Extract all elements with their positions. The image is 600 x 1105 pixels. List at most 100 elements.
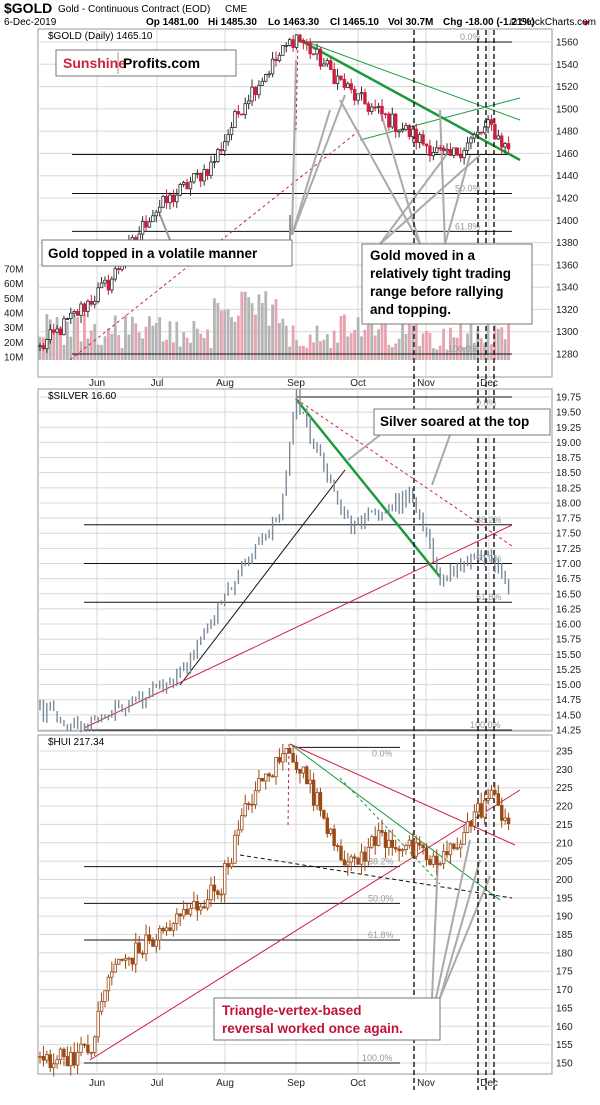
gold-volume-bar (250, 303, 254, 360)
hui-candle-body (370, 836, 374, 848)
gold-candle-body (192, 173, 196, 183)
gold-candle-body (421, 134, 425, 145)
silver-y-tick: 14.25 (556, 726, 581, 737)
gold-candle-body (161, 195, 165, 208)
gold-candle-body (366, 103, 371, 112)
gold-candle-body (116, 268, 121, 271)
gold-volume-bar (339, 315, 343, 360)
silver-panel (37, 388, 553, 732)
hui-red-support-line (89, 789, 521, 1061)
hui-candle-body (106, 976, 111, 992)
hui-candle-body (431, 855, 436, 865)
hui-candle-body (151, 940, 155, 947)
hui-month-label: Sep (287, 1078, 305, 1089)
hui-candle-body (86, 1044, 90, 1053)
sunshine-profits-logo: Sunshine Profits.com (55, 49, 237, 77)
hui-candle-body (465, 821, 470, 833)
hui-candle-body (458, 843, 463, 849)
gold-volume-bar (96, 344, 100, 360)
gold-volume-bar (462, 346, 466, 360)
hui-month-label: Oct (350, 1078, 366, 1089)
gold-volume-bar (418, 346, 422, 360)
hui-candle-body (226, 863, 230, 868)
gold-candle-body (435, 147, 439, 153)
gold-candle-body (476, 131, 480, 136)
gold-candle-body (205, 169, 210, 176)
silver-y-tick: 15.50 (556, 650, 581, 661)
gold-candle-body (233, 111, 237, 129)
hui-y-tick: 155 (556, 1040, 573, 1051)
hui-candle-body (236, 829, 241, 836)
hui-candle-body (51, 1063, 56, 1069)
gold-candle-body (318, 48, 323, 67)
header-symbol: $GOLD (4, 0, 52, 16)
gold-candle-body (506, 143, 511, 150)
silver-y-tick: 17.25 (556, 544, 581, 555)
hui-callout-line1: Triangle-vertex-based (222, 1003, 362, 1018)
gold-y-tick: 1500 (556, 104, 579, 115)
gold-candle-body (383, 113, 388, 116)
gold-volume-bar (452, 337, 456, 360)
hui-fib-label: 0.0% (372, 748, 393, 758)
gold-candle-body (199, 172, 203, 182)
hui-red-resistance-line (289, 743, 516, 846)
silver-y-tick: 17.50 (556, 529, 581, 540)
hui-candle-body (188, 907, 193, 915)
gold-candle-body (257, 85, 261, 96)
gold-volume-bar (247, 297, 251, 360)
hui-callout-pointer (439, 875, 491, 999)
gold-candle-body (503, 143, 507, 148)
gold-volume-bar (137, 332, 141, 360)
gold-candle-body (171, 194, 176, 203)
gold-volume-bar (223, 310, 227, 360)
gold-volume-bar (144, 326, 148, 360)
gold-volume-bar (52, 332, 56, 360)
gold-candle-body (48, 329, 52, 340)
gold-candle-body (260, 80, 265, 86)
gold-y-tick: 1540 (556, 60, 579, 71)
gold-volume-bar (356, 317, 360, 360)
hui-candle-body (137, 942, 141, 954)
hui-candle-body (120, 958, 124, 961)
gold-candle-body (376, 105, 381, 108)
hui-candle-body (75, 1052, 80, 1066)
hui-candle-body (428, 859, 432, 865)
gold-y-tick: 1300 (556, 327, 579, 338)
gold-volume-bar (113, 315, 117, 360)
gold-volume-bar (195, 328, 199, 360)
silver-y-tick: 17.00 (556, 559, 581, 570)
gold-candle-body (308, 43, 312, 55)
gold-volume-bar (360, 336, 363, 360)
gold-candle-body (188, 181, 193, 190)
silver-y-tick: 19.25 (556, 423, 581, 434)
hui-candle-body (45, 1054, 49, 1061)
hui-candle-body (397, 848, 401, 852)
hui-fib-label: 61.8% (368, 930, 394, 940)
hui-candle-body (202, 906, 206, 909)
hui-candle-body (82, 1043, 87, 1046)
gold-volume-bar (185, 337, 189, 360)
hui-y-tick: 220 (556, 802, 573, 813)
gold-candle-body (229, 127, 234, 136)
gold-volume-bar (83, 313, 86, 360)
gold-y-tick: 1400 (556, 216, 579, 227)
hui-candle-body (257, 778, 261, 792)
hui-callout-pointer (439, 859, 481, 999)
gold-candle-body (445, 149, 449, 152)
gold-volume-bar (466, 333, 469, 360)
silver-fib-label: 100.0% (470, 720, 501, 730)
hui-candle-body (311, 779, 316, 806)
hui-candle-body (134, 942, 138, 965)
gold-volume-bar (151, 325, 155, 360)
hui-candle-body (441, 851, 446, 865)
gold-volume-bar (366, 320, 370, 360)
gold-candle-body (325, 60, 330, 65)
hui-candle-body (325, 817, 330, 834)
hui-candle-body (274, 757, 278, 778)
gold-volume-bar (438, 345, 442, 360)
gold-volume-bar (168, 321, 172, 360)
gold-y-tick: 1560 (556, 38, 579, 49)
hui-candle-body (161, 928, 165, 932)
gold-candle-body (373, 106, 377, 109)
gold-volume-bar (332, 330, 336, 360)
